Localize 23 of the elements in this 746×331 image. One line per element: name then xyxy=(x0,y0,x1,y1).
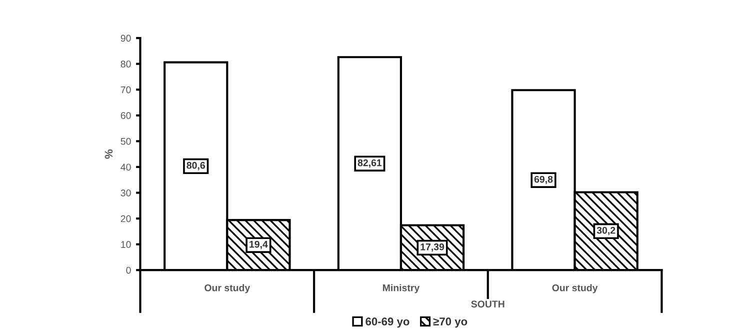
data-label: 17,39 xyxy=(420,243,444,252)
text: SOUTH xyxy=(471,300,504,308)
legend-label: ≥70 yo xyxy=(433,318,468,328)
x-tick-label: Our study xyxy=(204,284,250,294)
data-label: 19,4 xyxy=(250,240,268,250)
y-tick-label: 90 xyxy=(120,34,131,42)
x-tick-label: Ministry xyxy=(382,284,420,294)
data-label: 80,6 xyxy=(186,162,205,170)
y-axis-title: % xyxy=(104,149,113,159)
y-tick-label: 60 xyxy=(120,112,131,120)
y-tick-label: 20 xyxy=(120,215,131,222)
y-tick-label: 0 xyxy=(126,266,131,274)
x-tick-label: Our study xyxy=(552,284,598,294)
y-tick-label: 50 xyxy=(120,138,131,145)
legend-label: 60-69 yo xyxy=(366,318,410,328)
data-label: 30,2 xyxy=(596,226,616,236)
y-tick-label: 40 xyxy=(120,164,131,171)
y-tick-label: 10 xyxy=(121,241,131,248)
data-label: 69,8 xyxy=(534,176,553,184)
y-tick-label: 30 xyxy=(120,189,131,196)
data-label: 82,61 xyxy=(358,159,382,168)
y-tick-label: 80 xyxy=(120,60,131,68)
y-tick-label: 70 xyxy=(120,86,131,94)
